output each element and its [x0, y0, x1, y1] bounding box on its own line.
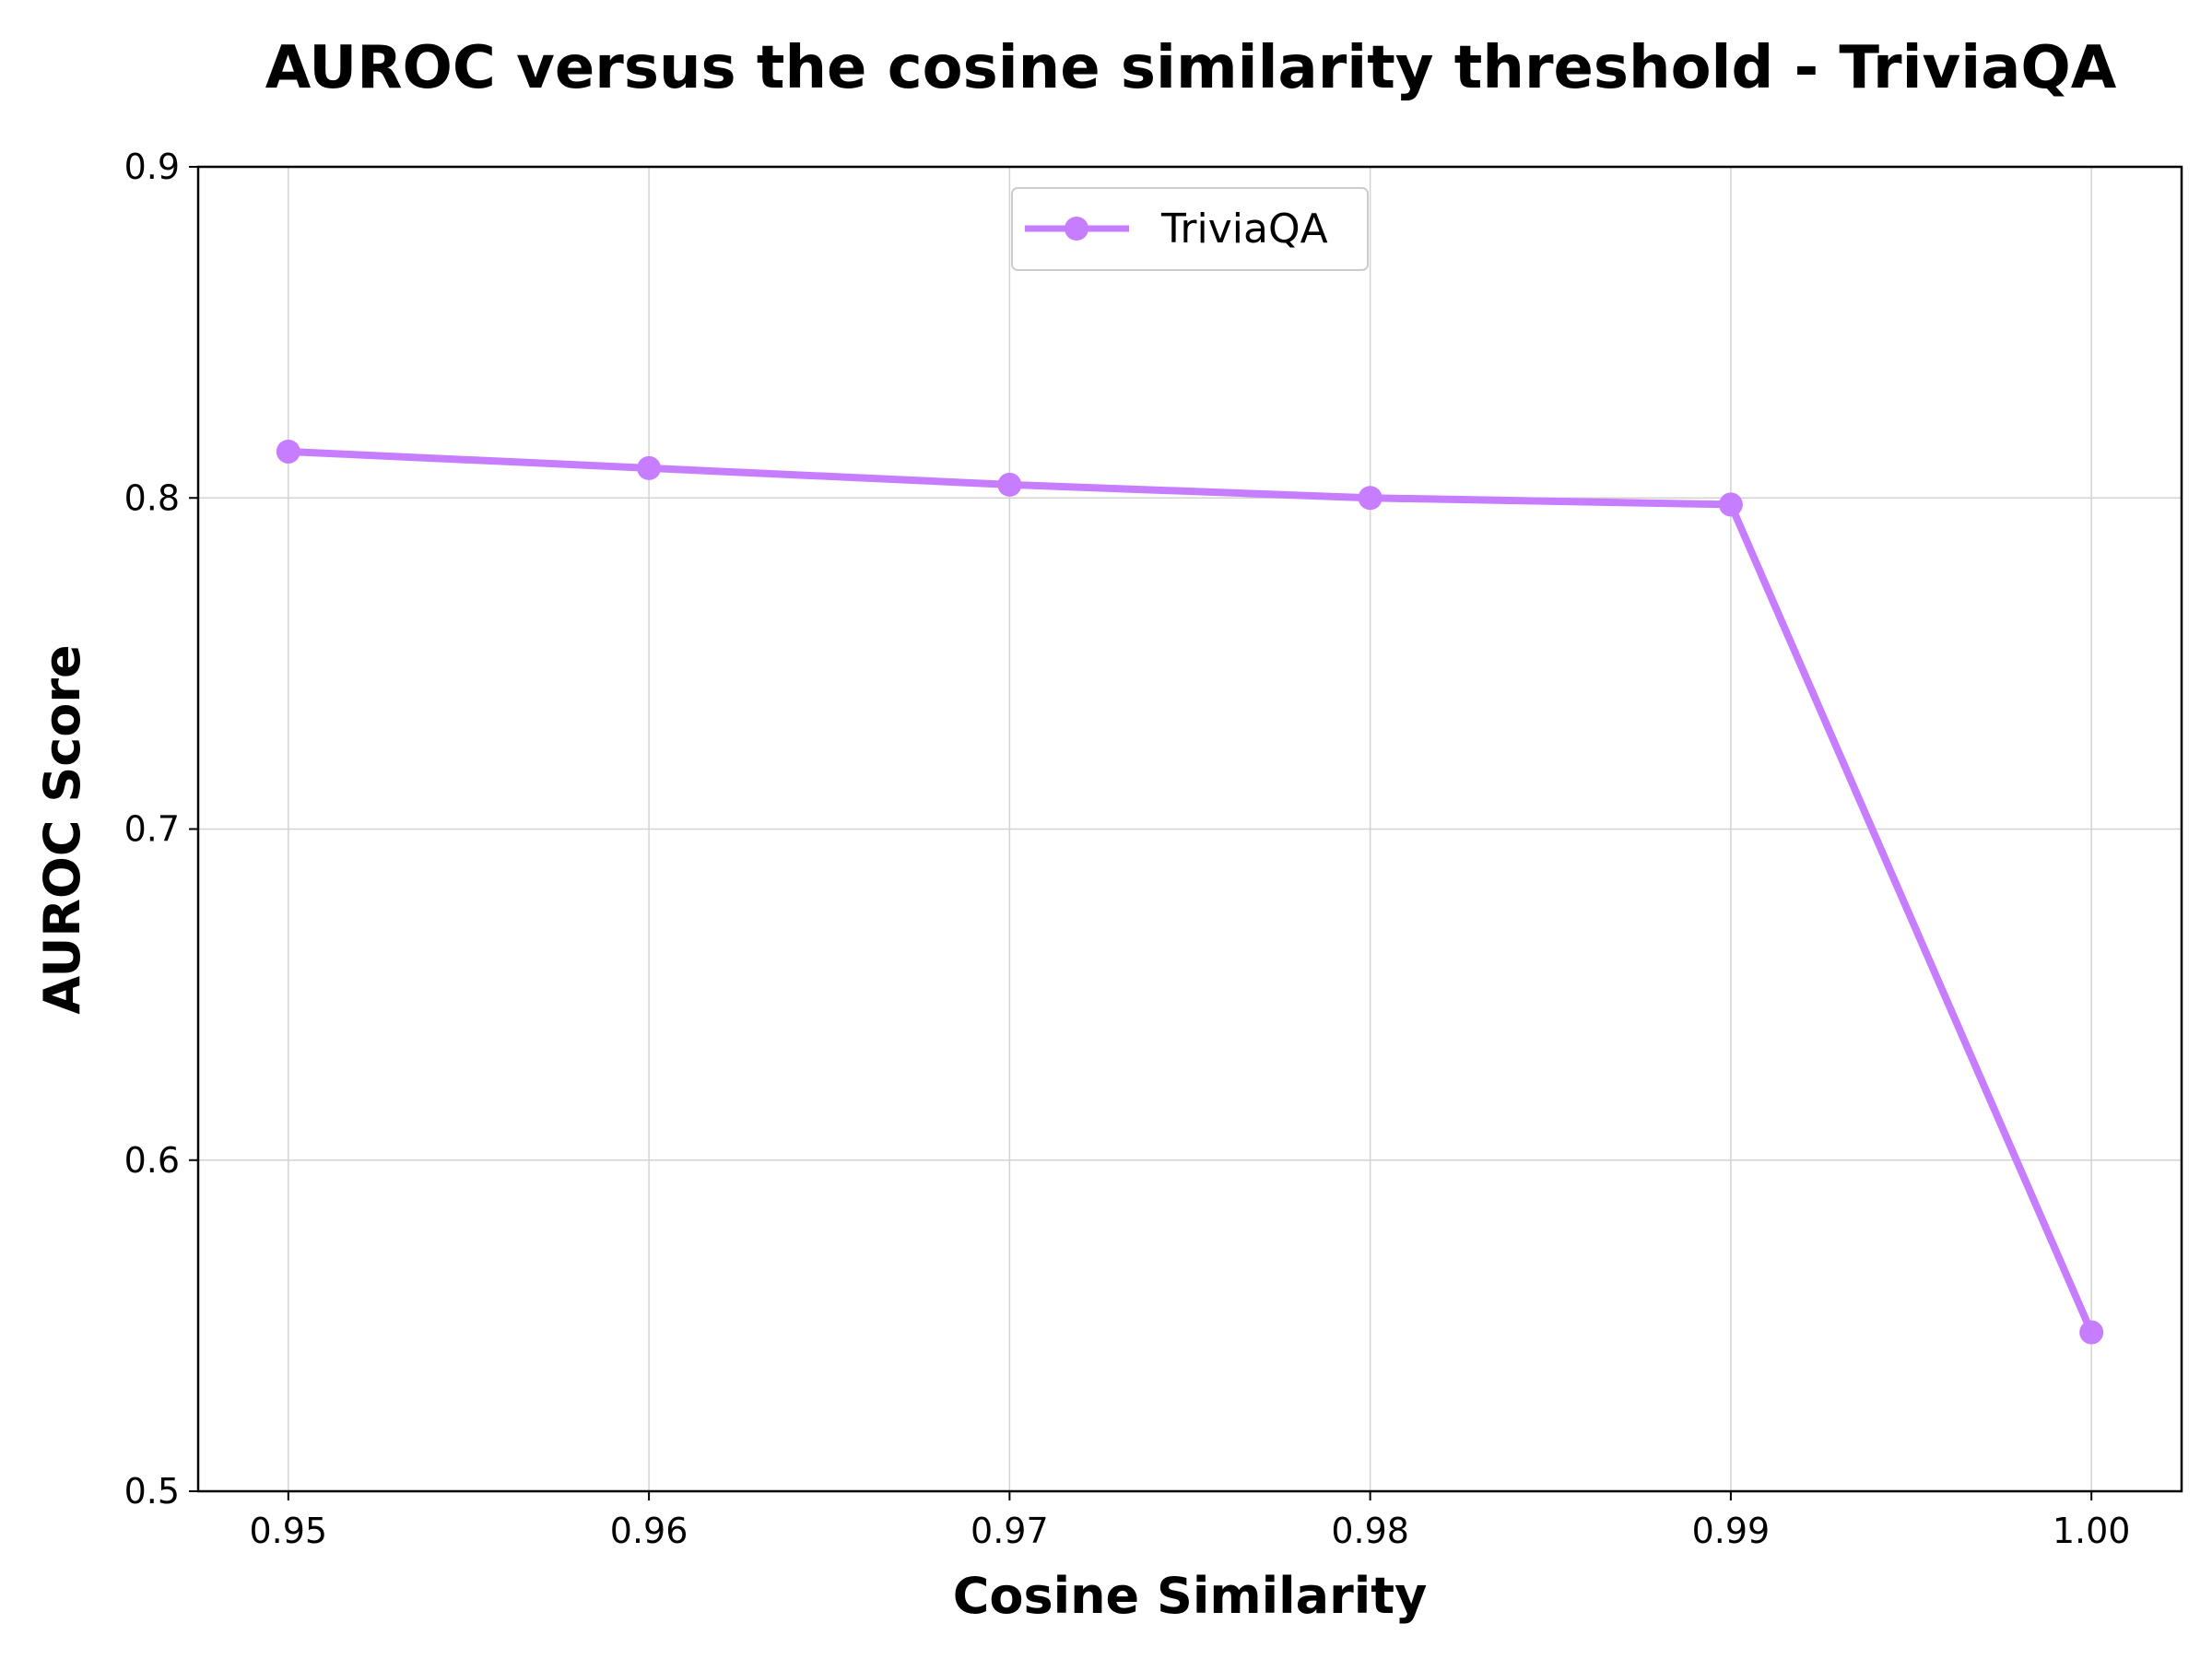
y-tick-label: 0.6 [124, 1140, 180, 1181]
data-point [637, 455, 662, 480]
y-tick-label: 0.9 [124, 147, 180, 187]
data-point [997, 472, 1022, 497]
legend: TriviaQA [1011, 187, 1369, 271]
x-tick-label: 0.95 [250, 1511, 328, 1551]
axis-ticks: 0.95 0.96 0.97 0.98 0.99 1.00 0.5 0.6 0.7 0.8 0.9 [124, 147, 2131, 1551]
series-layer [276, 439, 2104, 1345]
series-line-triviaqa [284, 447, 2096, 1336]
legend-marker-swatch [1065, 217, 1088, 241]
data-point [276, 439, 300, 464]
data-point [1718, 492, 1743, 517]
data-point [1358, 486, 1382, 511]
x-tick-label: 1.00 [2053, 1511, 2131, 1551]
legend-box [1011, 187, 1369, 271]
x-tick-label: 0.96 [610, 1511, 688, 1551]
y-tick-label: 0.5 [124, 1471, 180, 1512]
x-tick-label: 0.98 [1331, 1511, 1409, 1551]
y-tick-label: 0.7 [124, 809, 180, 850]
x-tick-label: 0.99 [1692, 1511, 1771, 1551]
y-axis-label: AUROC Score [33, 644, 91, 1014]
x-tick-label: 0.97 [971, 1511, 1049, 1551]
x-axis-label: Cosine Similarity [953, 1567, 1428, 1625]
chart-title: AUROC versus the cosine similarity thres… [265, 34, 2117, 102]
y-tick-label: 0.8 [124, 477, 180, 518]
data-point [2079, 1320, 2104, 1345]
legend-label: TriviaQA [1160, 206, 1328, 253]
